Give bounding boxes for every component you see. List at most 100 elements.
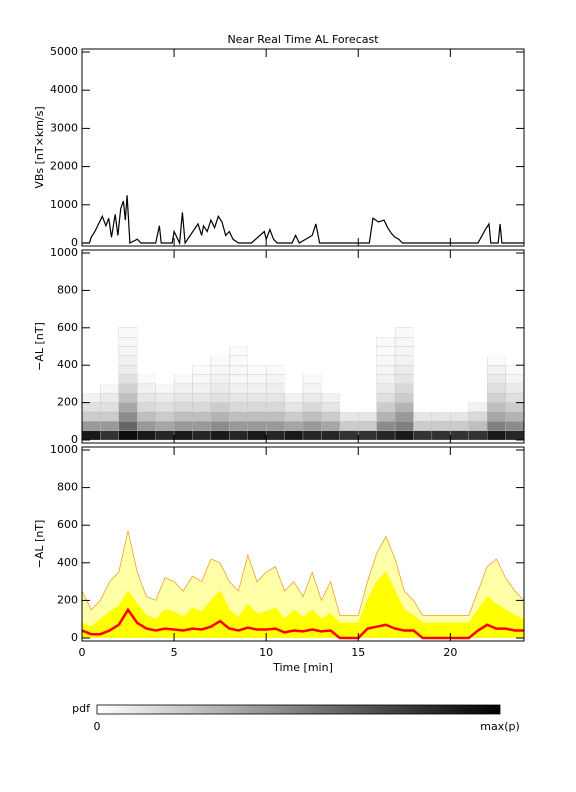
pdf-cell	[468, 421, 488, 431]
pdf-cell	[173, 383, 193, 394]
pdf-cell	[266, 430, 285, 441]
x-tick-label: 10	[259, 646, 273, 659]
pdf-cell	[210, 383, 230, 394]
pdf-cell	[155, 383, 175, 394]
pdf-cell	[284, 355, 303, 366]
pdf-cell	[394, 393, 414, 403]
pdf-cell	[450, 337, 469, 347]
pdf-cell	[118, 402, 138, 413]
pdf-cell	[155, 393, 175, 403]
pdf-cell	[229, 383, 248, 394]
pdf-cell	[247, 337, 267, 347]
pdf-cell	[487, 365, 506, 375]
pdf-cell	[376, 355, 396, 366]
pdf-cell	[192, 393, 212, 403]
pdf-cell	[100, 337, 119, 347]
pdf-cell	[155, 430, 175, 441]
pdf-cell	[137, 421, 156, 431]
pdf-cell	[137, 411, 156, 422]
pdf-cell	[394, 355, 414, 366]
pdf-cell	[192, 421, 212, 431]
y-tick-label: 600	[57, 518, 78, 531]
y-tick-label: 0	[71, 236, 78, 249]
pdf-cell	[303, 346, 322, 356]
pdf-cell	[468, 337, 488, 347]
pdf-cell	[100, 346, 119, 356]
pdf-cell	[413, 421, 433, 431]
pdf-cell	[394, 430, 414, 441]
pdf-cell	[302, 430, 322, 441]
pdf-cell	[173, 411, 193, 422]
pdf-cell	[394, 411, 414, 422]
pdf-cell	[247, 421, 267, 431]
pdf-cell	[210, 337, 230, 347]
pdf-cell	[487, 327, 506, 338]
pdf-cell	[137, 402, 156, 413]
pdf-cell	[321, 365, 340, 375]
pdf-cell	[100, 374, 119, 384]
plot-frame	[81, 446, 525, 642]
pdf-cell	[210, 393, 230, 403]
pdf-cell	[431, 365, 451, 375]
pdf-cell	[118, 393, 138, 403]
pdf-cell	[118, 327, 138, 338]
pdf-cell	[192, 365, 212, 375]
colorbar-label: pdf	[72, 702, 91, 715]
pdf-cell	[376, 336, 396, 347]
pdf-cell	[505, 411, 525, 422]
pdf-cell	[210, 421, 230, 431]
pdf-cell	[413, 411, 433, 422]
pdf-cell	[284, 393, 304, 403]
pdf-cell	[413, 355, 432, 366]
pdf-cell	[229, 402, 248, 413]
pdf-cell	[413, 346, 432, 356]
pdf-cell	[321, 374, 340, 384]
pdf-cell	[487, 337, 506, 347]
pdf-cell	[81, 430, 101, 441]
x-axis-label: Time [min]	[272, 661, 333, 674]
pdf-cell	[394, 383, 414, 394]
pdf-cell	[302, 421, 322, 431]
pdf-cell	[266, 365, 285, 375]
pdf-cell	[284, 411, 304, 422]
pdf-cell	[155, 411, 175, 422]
pdf-cell	[100, 355, 119, 366]
pdf-cell	[303, 365, 322, 375]
pdf-cell	[173, 393, 193, 403]
pdf-cell	[431, 383, 451, 394]
vbs-line	[82, 195, 524, 246]
y-axis-label: VBs [nT×km/s]	[33, 106, 46, 188]
pdf-cell	[413, 402, 432, 412]
pdf-cell	[505, 421, 525, 431]
pdf-cell	[450, 374, 469, 384]
pdf-cell	[173, 421, 193, 431]
pdf-cell	[229, 355, 248, 366]
pdf-cell	[155, 327, 175, 338]
pdf-cell	[118, 365, 138, 375]
pdf-cell	[229, 411, 248, 422]
pdf-cell	[321, 355, 340, 366]
pdf-cell	[210, 327, 230, 338]
pdf-cell	[450, 346, 469, 356]
pdf-cell	[468, 327, 488, 338]
pdf-cell	[358, 393, 377, 403]
pdf-cell	[505, 355, 524, 366]
pdf-cell	[229, 346, 248, 357]
pdf-cell	[302, 402, 322, 413]
pdf-cell	[229, 430, 248, 441]
pdf-cell	[505, 374, 525, 385]
pdf-cell	[487, 421, 506, 431]
pdf-cell	[358, 374, 377, 384]
pdf-cell	[321, 346, 340, 356]
pdf-cell	[210, 402, 230, 413]
pdf-cell	[192, 411, 212, 422]
pdf-cell	[192, 374, 212, 385]
y-tick-label: 0	[71, 433, 78, 446]
pdf-cell	[137, 374, 156, 385]
pdf-cell	[82, 365, 101, 375]
pdf-cell	[137, 365, 156, 375]
pdf-cell	[468, 411, 488, 422]
pdf-cell	[266, 337, 285, 347]
pdf-cell	[229, 374, 248, 385]
pdf-cell	[81, 421, 101, 431]
